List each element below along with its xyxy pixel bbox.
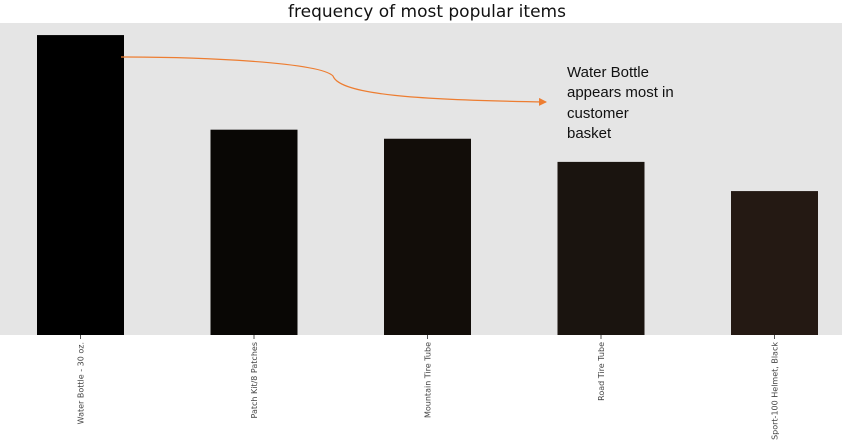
x-tick-label: Mountain Tire Tube (424, 342, 433, 418)
x-ticks-group: Water Bottle - 30 oz. Patch Kit/8 Patches… (77, 335, 780, 440)
bar-1 (37, 35, 124, 335)
x-tick-label: Sport-100 Helmet, Black (771, 342, 780, 440)
x-tick-label: Water Bottle - 30 oz. (77, 342, 86, 424)
bars-group (37, 35, 818, 335)
annotation-line-3: customer (567, 105, 629, 122)
bar-2 (210, 129, 298, 335)
x-tick-label: Road Tire Tube (597, 342, 606, 401)
x-tick-label: Patch Kit/8 Patches (250, 342, 259, 419)
annotation-text: Water Bottle appears most in customer ba… (567, 64, 674, 142)
annotation-line-2: appears most in (567, 84, 674, 101)
bar-5 (731, 191, 818, 335)
chart-title: frequency of most popular items (288, 2, 566, 22)
bar-4 (557, 161, 645, 335)
annotation-line-4: basket (567, 125, 612, 142)
annotation-line-1: Water Bottle (567, 64, 649, 81)
bar-3 (384, 138, 471, 335)
annotation-arrow (120, 56, 547, 106)
